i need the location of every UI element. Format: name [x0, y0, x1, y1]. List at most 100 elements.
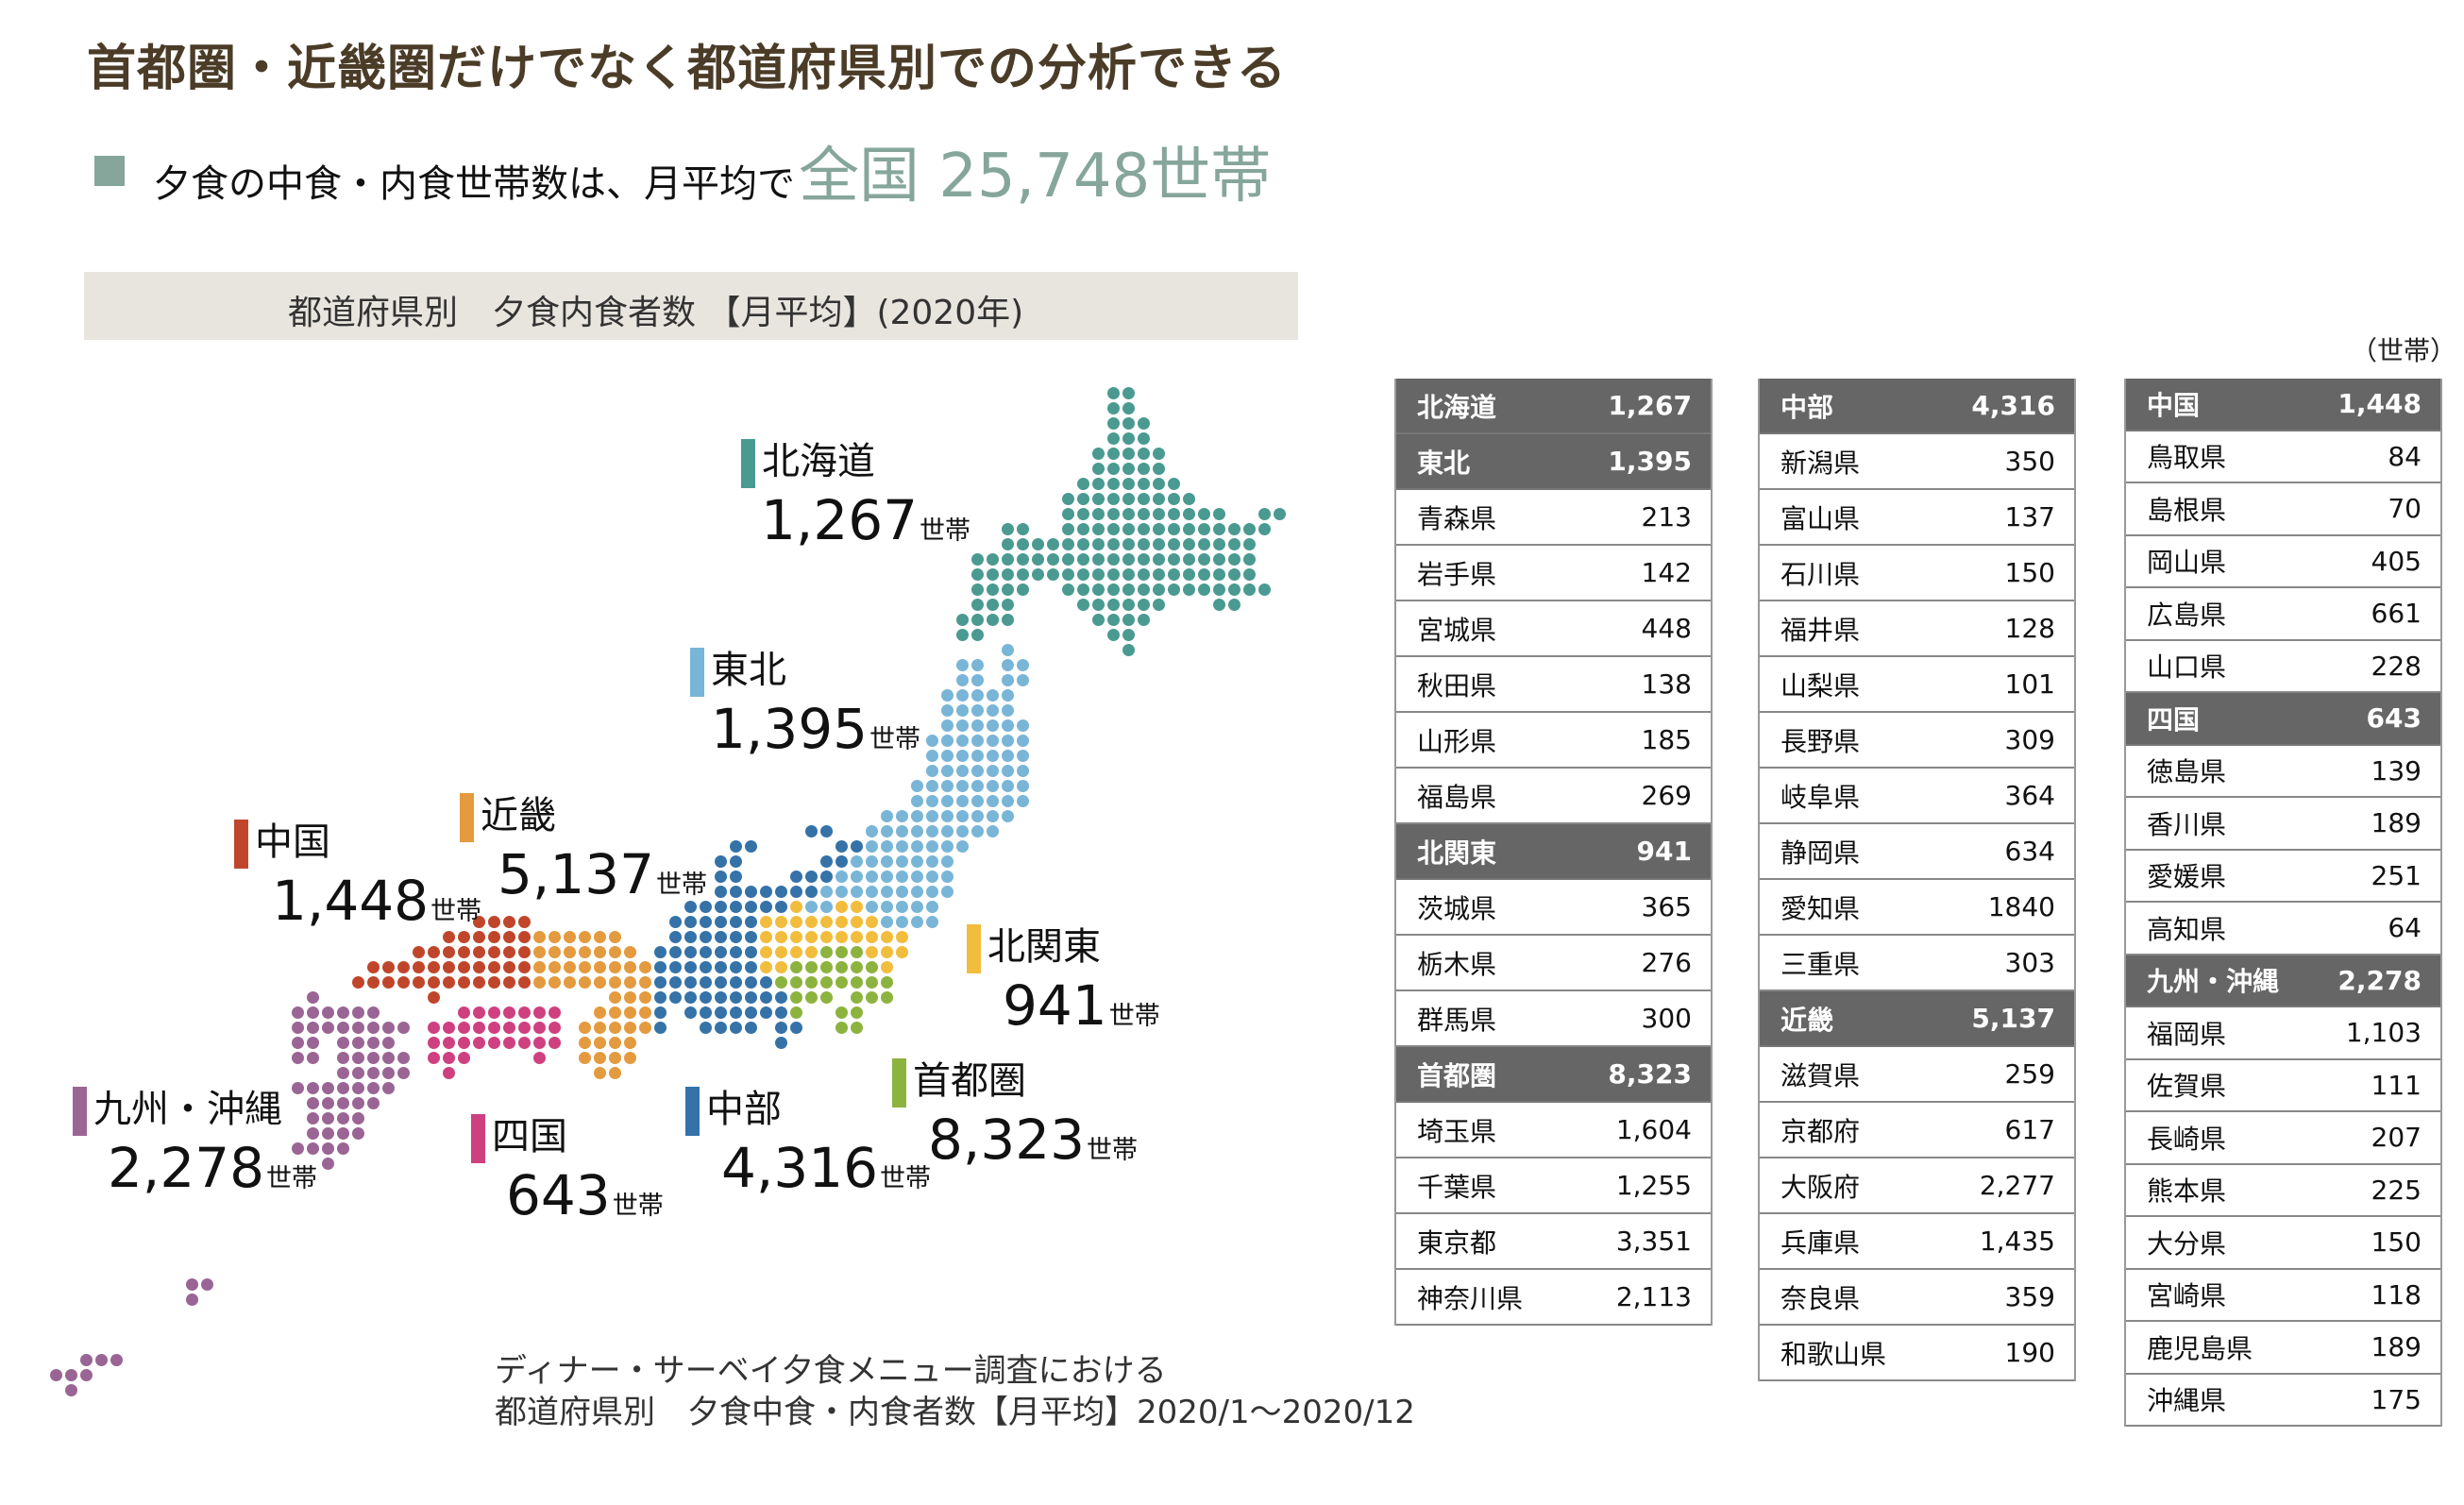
- map-dot-kyushu: [321, 1021, 334, 1034]
- map-dot-tohoku: [895, 839, 908, 853]
- map-dot-tohoku: [910, 870, 923, 883]
- map-dot-kinki: [578, 1036, 591, 1049]
- map-dot-chubu: [668, 915, 682, 928]
- map-dot-kitakanto: [789, 945, 802, 958]
- region-value: 1,267: [761, 488, 919, 552]
- map-dot-kyushu: [306, 1006, 319, 1019]
- map-dot-tohoku: [1001, 734, 1014, 747]
- map-dot-hokkaido: [1122, 386, 1135, 399]
- map-dot-tohoku: [910, 854, 923, 868]
- row-value: 359: [2004, 1281, 2055, 1312]
- map-dot-tohoku: [970, 779, 984, 792]
- chart-title-band: 都道府県別 夕食内食者数 【月平均】(2020年): [84, 272, 1298, 340]
- map-dot-tohoku: [1016, 779, 1029, 792]
- map-dot-chugoku: [457, 960, 470, 973]
- table-row: 福井県 128: [1760, 601, 2074, 657]
- map-dot-kinki: [638, 1021, 651, 1034]
- map-dot-hokkaido: [1212, 583, 1225, 596]
- map-dot-shutoken: [835, 1021, 848, 1034]
- map-dot-kitakanto: [895, 930, 908, 943]
- map-dot-hokkaido: [1182, 492, 1195, 505]
- row-name: 富山県: [1780, 502, 1861, 534]
- row-value: 1,267: [1608, 390, 1692, 421]
- map-dot-tohoku: [804, 900, 818, 913]
- map-dot-chugoku: [517, 960, 531, 973]
- region-header-row: 首都圏 8,323: [1396, 1047, 1711, 1103]
- table-row: 山形県 185: [1396, 713, 1711, 769]
- map-dot-kitakanto: [789, 915, 802, 928]
- map-dot-hokkaido: [1061, 552, 1074, 566]
- map-dot-hokkaido: [986, 583, 999, 596]
- map-dot-hokkaido: [1167, 507, 1180, 520]
- map-dot-kinki: [623, 1006, 636, 1019]
- map-dot-hokkaido: [1122, 567, 1135, 581]
- map-dot-chubu: [744, 900, 757, 913]
- map-dot-shutoken: [819, 990, 833, 1004]
- map-dot-shikoku: [487, 1036, 500, 1049]
- region-name: 四国: [492, 1115, 567, 1158]
- map-dot-chubu: [729, 960, 742, 973]
- map-dot-kitakanto: [774, 960, 787, 973]
- table-row: 熊本県 225: [2126, 1165, 2440, 1217]
- map-dot-hokkaido: [1227, 567, 1240, 581]
- map-dot-kyushu: [366, 1066, 380, 1079]
- map-dot-hokkaido: [1212, 598, 1225, 611]
- row-value: 1,448: [2337, 388, 2422, 420]
- map-dot-tohoku: [940, 824, 954, 837]
- map-dot-chubu: [699, 900, 712, 913]
- map-dot-tohoku: [895, 870, 908, 883]
- map-dot-chubu: [714, 930, 727, 943]
- map-dot-tohoku: [819, 900, 833, 913]
- map-dot-hokkaido: [1076, 507, 1089, 520]
- map-dot-chubu: [729, 900, 742, 913]
- map-dot-kyushu: [79, 1368, 93, 1381]
- region-name: 中部: [706, 1088, 782, 1131]
- map-dot-kinki: [623, 1051, 636, 1064]
- map-dot-hokkaido: [1106, 386, 1120, 399]
- region-value: 941: [1003, 973, 1107, 1038]
- map-dot-kinki: [578, 1021, 591, 1034]
- map-dot-tohoku: [955, 673, 969, 686]
- region-value: 5,137: [498, 842, 655, 906]
- map-dot-kyushu: [366, 1006, 380, 1019]
- map-dot-tohoku: [835, 885, 848, 898]
- map-dot-kyushu: [397, 1051, 410, 1064]
- table-row: 千葉県 1,255: [1396, 1158, 1711, 1214]
- map-dot-hokkaido: [1046, 567, 1059, 581]
- region-unit: 世帯: [880, 1164, 932, 1193]
- map-dot-kyushu: [291, 1036, 304, 1049]
- region-value: 643: [506, 1163, 611, 1227]
- map-dot-kyushu: [366, 1081, 380, 1094]
- map-dot-shikoku: [457, 1006, 470, 1019]
- map-dot-tohoku: [895, 885, 908, 898]
- map-dot-hokkaido: [1091, 522, 1105, 535]
- map-dot-chubu: [744, 885, 757, 898]
- map-dot-hokkaido: [1031, 552, 1044, 566]
- region-total: 1,267世帯: [761, 488, 970, 552]
- map-dot-tohoku: [986, 749, 999, 762]
- map-dot-tohoku: [955, 794, 969, 807]
- map-dot-hokkaido: [1091, 598, 1105, 611]
- map-dot-shutoken: [804, 975, 818, 989]
- map-dot-hokkaido: [1061, 583, 1074, 596]
- map-dot-kitakanto: [819, 930, 833, 943]
- map-dot-kinki: [623, 1036, 636, 1049]
- map-dot-hokkaido: [986, 567, 999, 581]
- map-dot-shikoku: [427, 1021, 440, 1034]
- map-dot-chubu: [684, 900, 697, 913]
- map-dot-chubu: [774, 1036, 787, 1049]
- row-value: 350: [2004, 446, 2055, 477]
- map-dot-kinki: [623, 960, 636, 973]
- map-dot-shikoku: [548, 1006, 561, 1019]
- map-dot-chugoku: [397, 975, 410, 989]
- map-dot-shutoken: [835, 975, 848, 989]
- map-dot-tohoku: [955, 658, 969, 671]
- map-dot-shutoken: [835, 960, 848, 973]
- map-dot-chugoku: [397, 960, 410, 973]
- map-dot-kinki: [532, 930, 546, 943]
- row-name: 北関東: [1417, 837, 1497, 869]
- map-dot-chugoku: [412, 945, 425, 958]
- row-name: 滋賀県: [1780, 1059, 1861, 1091]
- map-dot-kyushu: [351, 1111, 364, 1125]
- map-dot-hokkaido: [1091, 507, 1105, 520]
